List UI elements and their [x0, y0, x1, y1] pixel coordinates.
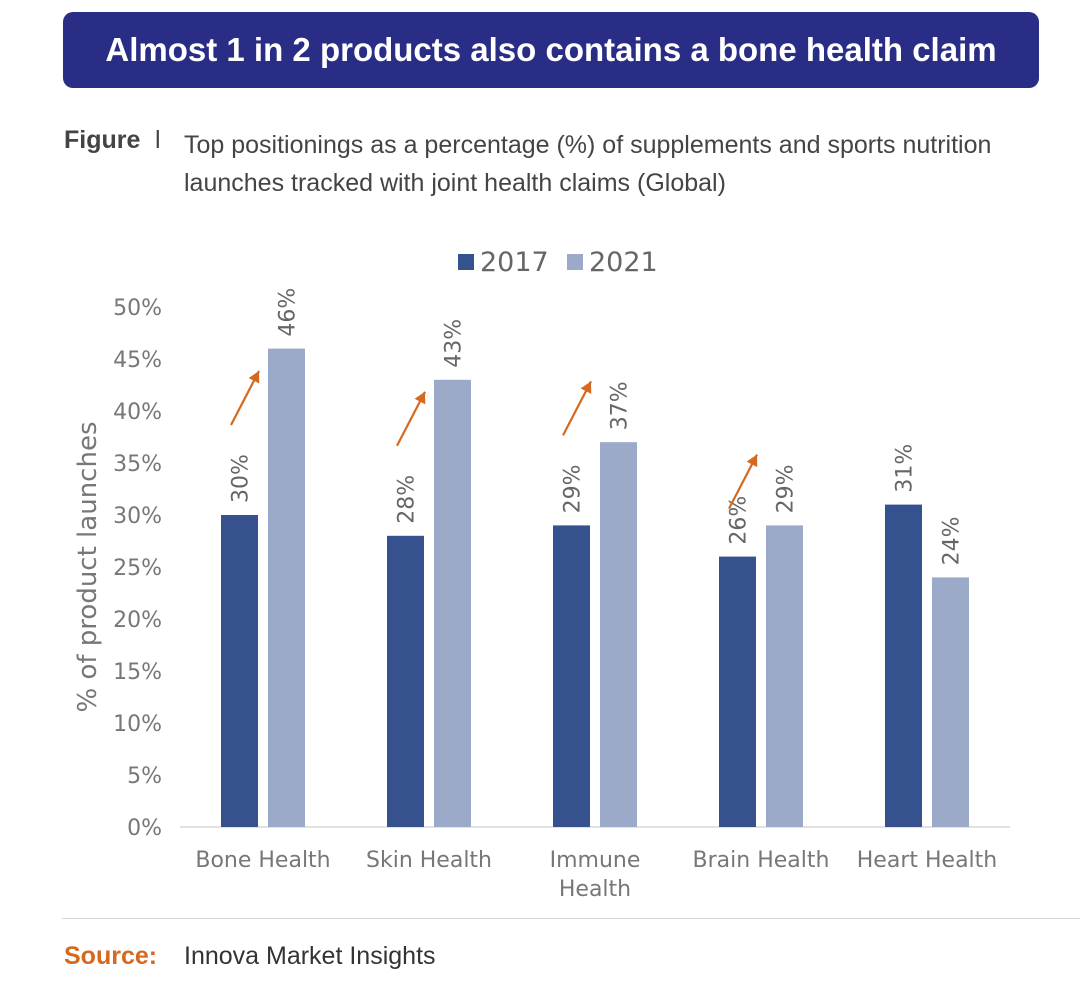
bar-immune-health-2021	[600, 442, 637, 827]
y-tick-label: 40%	[113, 400, 162, 425]
bar-heart-health-2021	[932, 577, 969, 827]
data-label-bone-health-2021: 46%	[276, 288, 301, 337]
legend-label-2017: 2017	[480, 247, 549, 278]
data-label-skin-health-2021: 43%	[442, 319, 467, 368]
bar-bone-health-2021	[268, 348, 305, 827]
figure-label: Figure	[64, 126, 141, 154]
legend-label-2021: 2021	[589, 247, 658, 278]
bar-skin-health-2021	[434, 379, 471, 827]
legend-swatch-2017	[458, 254, 474, 270]
y-tick-label: 50%	[113, 296, 162, 321]
x-tick-label: Skin Health	[366, 848, 492, 873]
title-banner: Almost 1 in 2 products also contains a b…	[63, 12, 1039, 88]
x-tick-label: Health	[559, 877, 631, 902]
bar-skin-health-2017	[387, 535, 424, 827]
y-tick-label: 20%	[113, 608, 162, 633]
y-tick-label: 15%	[113, 660, 162, 685]
y-tick-label: 35%	[113, 452, 162, 477]
x-tick-label: Bone Health	[195, 848, 330, 873]
figure-caption: Top positionings as a percentage (%) of …	[184, 131, 992, 197]
y-tick-label: 25%	[113, 556, 162, 581]
y-tick-label: 30%	[113, 504, 162, 529]
x-tick-label: Brain Health	[693, 848, 830, 873]
y-tick-label: 10%	[113, 712, 162, 737]
increase-arrowhead-skin-health	[414, 391, 426, 405]
data-label-brain-health-2017: 26%	[727, 496, 752, 545]
data-label-brain-health-2021: 29%	[774, 464, 799, 513]
bar-brain-health-2021	[766, 525, 803, 827]
legend-swatch-2021	[567, 254, 583, 270]
y-tick-label: 5%	[127, 764, 162, 789]
bar-chart: 0% 5% 10% 15% 20% 25% 30% 35% 40% 45% 50% % of prod…	[73, 247, 1010, 902]
data-label-skin-health-2017: 28%	[395, 475, 420, 524]
bar-heart-health-2017	[885, 504, 922, 827]
divider	[62, 918, 1080, 919]
data-label-immune-health-2021: 37%	[608, 381, 633, 430]
y-tick-label: 45%	[113, 348, 162, 373]
figure-separator: l	[155, 126, 161, 154]
bar-immune-health-2017	[553, 525, 590, 827]
data-label-heart-health-2017: 31%	[893, 444, 918, 493]
source-label: Source:	[64, 942, 158, 970]
y-axis-title: % of product launches	[73, 422, 103, 713]
x-tick-label: Heart Health	[857, 848, 997, 873]
increase-arrowhead-brain-health	[746, 454, 758, 468]
y-tick-label: 0%	[127, 816, 162, 841]
bar-brain-health-2017	[719, 556, 756, 827]
data-label-bone-health-2017: 30%	[229, 454, 254, 503]
data-label-heart-health-2021: 24%	[940, 516, 965, 565]
increase-arrowhead-bone-health	[248, 371, 260, 384]
x-tick-label: Immune	[550, 848, 641, 873]
increase-arrowhead-immune-health	[580, 381, 592, 394]
data-label-immune-health-2017: 29%	[561, 464, 586, 513]
source-text: Innova Market Insights	[184, 942, 436, 970]
bar-bone-health-2017	[221, 515, 258, 827]
